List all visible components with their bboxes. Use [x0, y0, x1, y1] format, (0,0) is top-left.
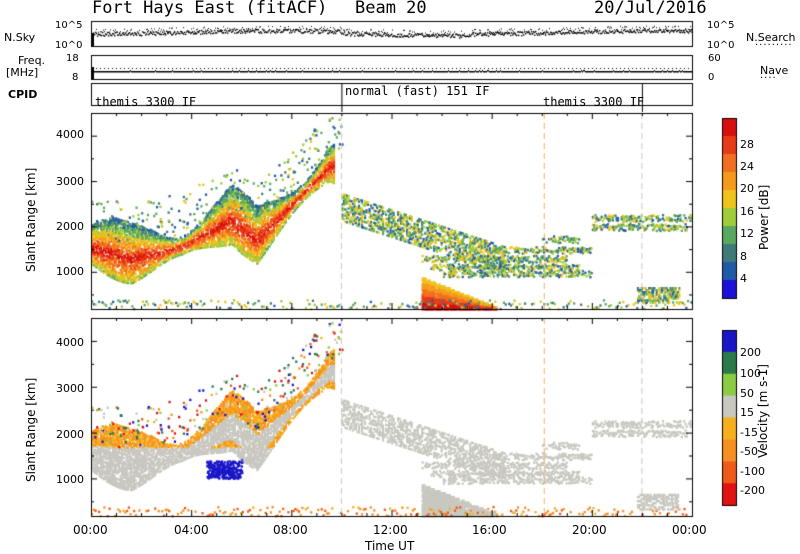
power-cbar-tick-12: 12: [740, 227, 754, 240]
velocity-ytick-2000: 2000: [56, 428, 84, 441]
power-cbar-tick-28: 28: [740, 138, 754, 151]
nsky-tick-bottom: 10^0: [55, 40, 83, 51]
cpid-segment-2: normal (fast) 151 IF: [345, 84, 490, 98]
time-axis-label: Time UT: [365, 539, 415, 553]
power-ytick-2000: 2000: [56, 220, 84, 233]
xtick-4: 16:00: [472, 523, 507, 537]
power-ytick-1000: 1000: [56, 265, 84, 278]
xtick-6: 00:00: [672, 523, 707, 537]
velocity-cbar-tick-200: 200: [740, 346, 761, 359]
velocity-cbar-tick-m50: -50: [740, 445, 758, 458]
velocity-ytick-1000: 1000: [56, 473, 84, 486]
nave-tick-bottom: 0: [708, 72, 715, 83]
freq-label: Freq.: [18, 54, 46, 67]
plot-title: Fort Hays East (fitACF): [92, 0, 328, 18]
velocity-cbar-tick-m100: -100: [740, 465, 765, 478]
freq-tick-bottom: 8: [72, 72, 79, 83]
xtick-1: 04:00: [174, 523, 209, 537]
power-cbar-tick-8: 8: [740, 250, 747, 263]
velocity-cbar-tick-m15: -15: [740, 426, 758, 439]
freq-tick-top: 18: [66, 53, 79, 64]
nsearch-dots: ·········: [755, 40, 793, 51]
xtick-3: 12:00: [373, 523, 408, 537]
power-ylabel: Slant Range [km]: [24, 167, 38, 272]
nave-tick-top: 60: [708, 53, 721, 64]
velocity-cbar-tick-m200: -200: [740, 484, 765, 497]
power-cbar-tick-24: 24: [740, 160, 754, 173]
velocity-cbar-tick-100: 100: [740, 367, 761, 380]
nave-dots: ····: [760, 73, 777, 84]
cpid-segment-1: themis 3300 IF: [95, 95, 197, 109]
date-label: 20/Jul/2016: [594, 0, 707, 18]
xtick-2: 08:00: [273, 523, 308, 537]
velocity-ytick-3000: 3000: [56, 382, 84, 395]
cpid-label: CPID: [8, 88, 38, 101]
power-ytick-3000: 3000: [56, 175, 84, 188]
mhz-label: [MHz]: [6, 66, 39, 79]
velocity-cbar-tick-50: 50: [740, 387, 754, 400]
xtick-0: 00:00: [73, 523, 108, 537]
velocity-ytick-4000: 4000: [56, 336, 84, 349]
nsearch-label: N.Search: [746, 31, 796, 44]
nave-label: Nave: [760, 64, 789, 77]
beam-label: Beam 20: [355, 0, 427, 18]
xtick-5: 20:00: [572, 523, 607, 537]
velocity-cbar-tick-15: 15: [740, 406, 754, 419]
nsky-tick-top: 10^5: [55, 20, 83, 31]
power-cbar-tick-4: 4: [740, 272, 747, 285]
cpid-segment-3: themis 3300 IF: [543, 95, 645, 109]
nsky-label: N.Sky: [4, 31, 36, 44]
power-cbar-tick-16: 16: [740, 205, 754, 218]
power-cbar-tick-20: 20: [740, 182, 754, 195]
nsearch-tick-bottom: 10^0: [707, 40, 735, 51]
power-colorbar-label: Power [dB]: [757, 184, 771, 250]
nsearch-tick-top: 10^5: [707, 20, 735, 31]
power-ytick-4000: 4000: [56, 128, 84, 141]
velocity-ylabel: Slant Range [km]: [24, 377, 38, 482]
